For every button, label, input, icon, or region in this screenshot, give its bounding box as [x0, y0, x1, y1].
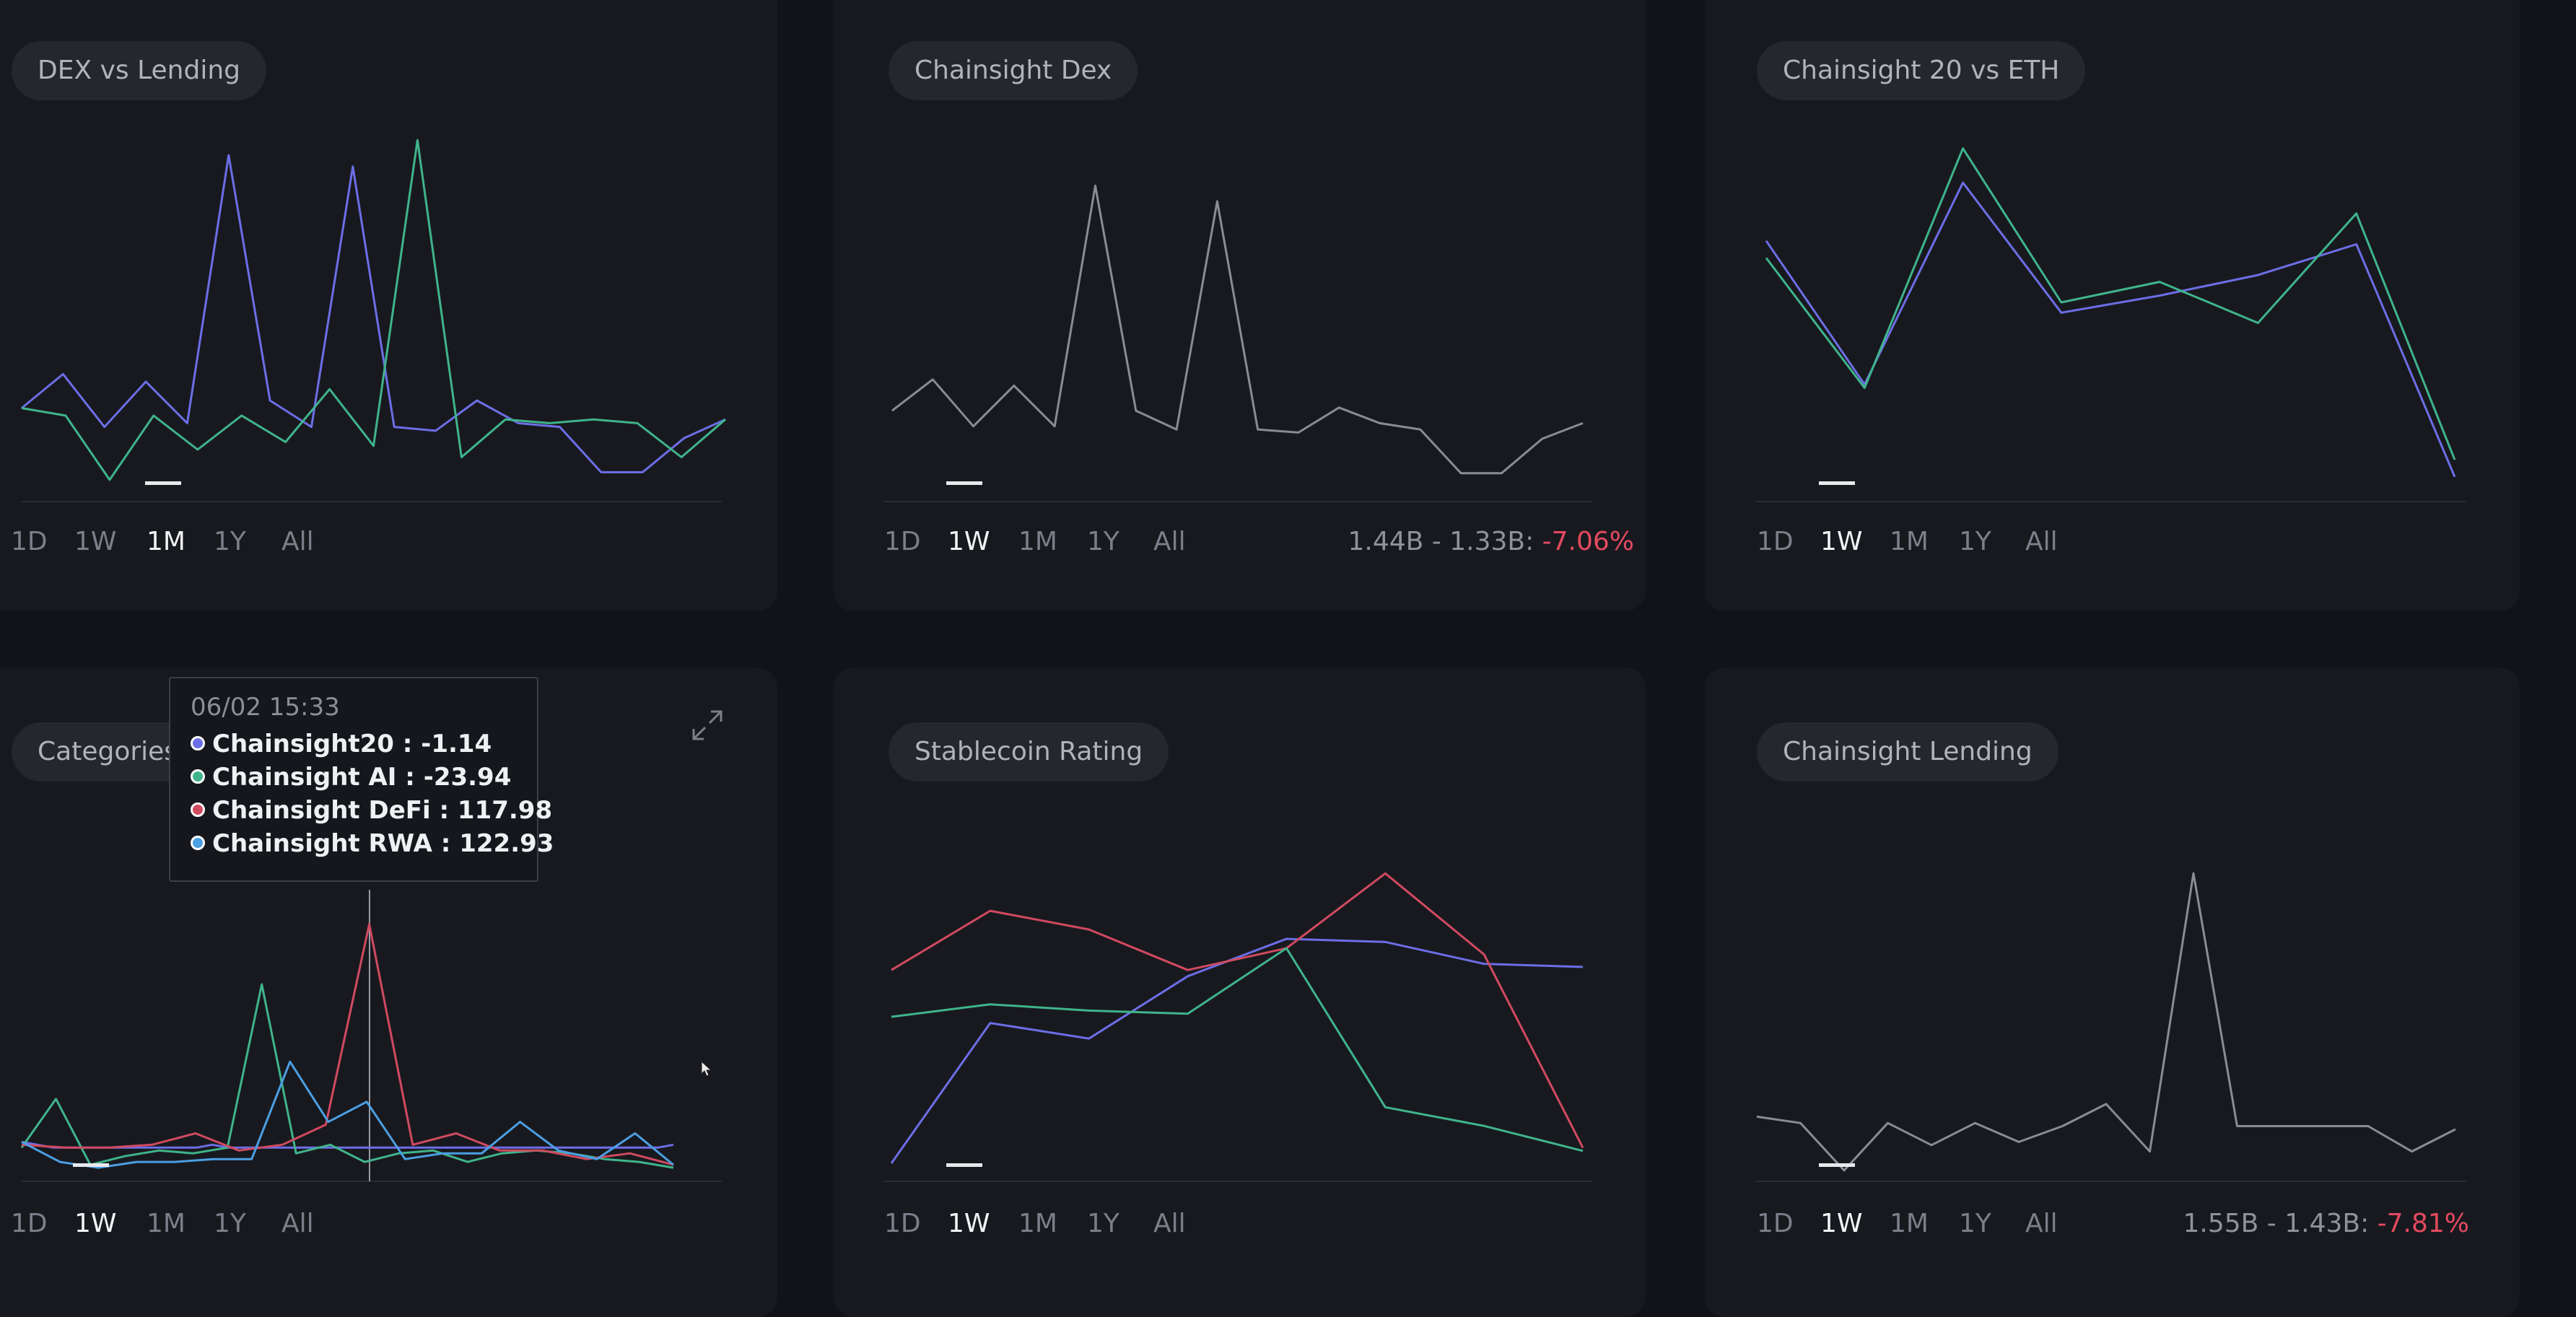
tooltip-label: Chainsight AI : -23.94: [212, 763, 512, 792]
tab-1m[interactable]: 1M: [147, 1209, 185, 1238]
tab-1m[interactable]: 1M: [1890, 527, 1929, 556]
tab-1w[interactable]: 1W: [74, 1209, 117, 1238]
active-tab-indicator: [1819, 1163, 1855, 1167]
active-tab-indicator: [946, 1163, 982, 1167]
tab-1d[interactable]: 1D: [884, 527, 921, 556]
tab-1w[interactable]: 1W: [948, 527, 990, 556]
tab-1w[interactable]: 1W: [74, 527, 117, 556]
card-title[interactable]: Stablecoin Rating: [888, 722, 1169, 782]
card-dex-vs-lending: DEX vs Lending 1D 1W 1M 1Y All: [0, 0, 777, 611]
chart-plot[interactable]: [1705, 0, 2520, 611]
card-title[interactable]: Chainsight Lending: [1757, 722, 2058, 782]
chart-tooltip: 06/02 15:33 Chainsight20 : -1.14 Chainsi…: [169, 677, 554, 882]
active-tab-indicator: [1819, 481, 1855, 485]
series-dot-icon: [191, 735, 205, 751]
tab-1d[interactable]: 1D: [11, 1209, 48, 1238]
card-title[interactable]: Chainsight 20 vs ETH: [1757, 41, 2086, 100]
chart-plot[interactable]: [0, 0, 777, 611]
chart-plot[interactable]: [0, 668, 777, 1317]
series-line-chainsight-defi: [21, 923, 674, 1166]
tab-1y[interactable]: 1Y: [1087, 1209, 1119, 1238]
tab-all[interactable]: All: [2025, 527, 2058, 556]
tooltip-label: Chainsight20 : -1.14: [212, 730, 492, 758]
tab-all[interactable]: All: [1153, 1209, 1186, 1238]
price-summary: 1.44B - 1.33B: -7.06%: [1348, 524, 1634, 560]
series-line-chainsight-ai: [20, 983, 674, 1169]
tab-all[interactable]: All: [281, 1209, 314, 1238]
series-line-chainsight-dex: [891, 184, 1584, 475]
card-chainsight-dex: Chainsight Dex 1D 1W 1M 1Y All 1.44B - 1.33B…: [834, 0, 1646, 611]
card-chainsight-20-vs-eth: Chainsight 20 vs ETH 1D 1W 1M 1Y All: [1705, 0, 2520, 611]
price-change: -7.81%: [2377, 1209, 2469, 1238]
series-dot-icon: [191, 769, 205, 784]
series-dot-icon: [191, 802, 205, 817]
series-line-chainsight-rwa: [21, 1060, 674, 1169]
series-line-dex: [21, 154, 726, 473]
tooltip-row: Chainsight RWA : 122.93: [191, 827, 554, 860]
active-tab-indicator: [73, 1163, 109, 1167]
tab-all[interactable]: All: [2025, 1209, 2058, 1238]
tab-1y[interactable]: 1Y: [1959, 527, 1991, 556]
tab-1d[interactable]: 1D: [1757, 1209, 1794, 1238]
tab-all[interactable]: All: [281, 527, 314, 556]
active-tab-indicator: [145, 481, 181, 485]
expand-icon[interactable]: [689, 707, 725, 743]
tab-1m[interactable]: 1M: [1018, 1209, 1057, 1238]
tab-1y[interactable]: 1Y: [1087, 527, 1119, 556]
series-line-lending: [21, 139, 726, 481]
tab-1m[interactable]: 1M: [1890, 1209, 1929, 1238]
series-line-chainsight-lending: [1756, 872, 2456, 1172]
active-tab-indicator: [946, 481, 982, 485]
tab-1w[interactable]: 1W: [1820, 1209, 1863, 1238]
series-line-series-b: [891, 872, 1584, 1149]
tooltip-label: Chainsight DeFi : 117.98: [212, 796, 553, 825]
card-title[interactable]: DEX vs Lending: [12, 41, 266, 100]
tab-1d[interactable]: 1D: [11, 527, 48, 556]
tooltip-date: 06/02 15:33: [191, 693, 340, 722]
tab-all[interactable]: All: [1153, 527, 1186, 556]
tooltip-label: Chainsight RWA : 122.93: [212, 829, 554, 858]
price-range: 1.44B - 1.33B:: [1348, 527, 1542, 556]
chart-plot[interactable]: [834, 0, 1646, 611]
card-stablecoin-rating: Stablecoin Rating 1D 1W 1M 1Y All: [834, 668, 1646, 1317]
tab-1y[interactable]: 1Y: [214, 1209, 246, 1238]
chart-plot[interactable]: [1705, 668, 2520, 1317]
price-summary: 1.55B - 1.43B: -7.81%: [2183, 1206, 2469, 1242]
chart-plot[interactable]: [834, 668, 1646, 1317]
tab-1m[interactable]: 1M: [147, 527, 185, 556]
series-line-eth: [1765, 147, 2456, 460]
tooltip-row: Chainsight DeFi : 117.98: [191, 794, 552, 827]
card-title[interactable]: Chainsight Dex: [888, 41, 1138, 100]
tab-1m[interactable]: 1M: [1018, 527, 1057, 556]
tooltip-row: Chainsight AI : -23.94: [191, 761, 537, 794]
tab-1w[interactable]: 1W: [1820, 527, 1863, 556]
series-dot-icon: [191, 835, 205, 850]
tab-1d[interactable]: 1D: [1757, 527, 1794, 556]
tooltip-row: Chainsight20 : -1.14: [191, 727, 537, 761]
price-range: 1.55B - 1.43B:: [2183, 1209, 2378, 1238]
mouse-cursor-icon: [701, 1061, 712, 1077]
price-change: -7.06%: [1542, 527, 1634, 556]
series-line-chainsight-20: [1765, 181, 2456, 478]
tab-1y[interactable]: 1Y: [1959, 1209, 1991, 1238]
tab-1d[interactable]: 1D: [884, 1209, 921, 1238]
series-line-series-a: [890, 937, 1584, 1164]
series-line-series-c: [891, 947, 1584, 1152]
tab-1y[interactable]: 1Y: [214, 527, 246, 556]
tab-1w[interactable]: 1W: [948, 1209, 990, 1238]
card-chainsight-lending: Chainsight Lending 1D 1W 1M 1Y All 1.55B - 1…: [1705, 668, 2520, 1317]
series-line-chainsight20: [21, 1140, 674, 1149]
